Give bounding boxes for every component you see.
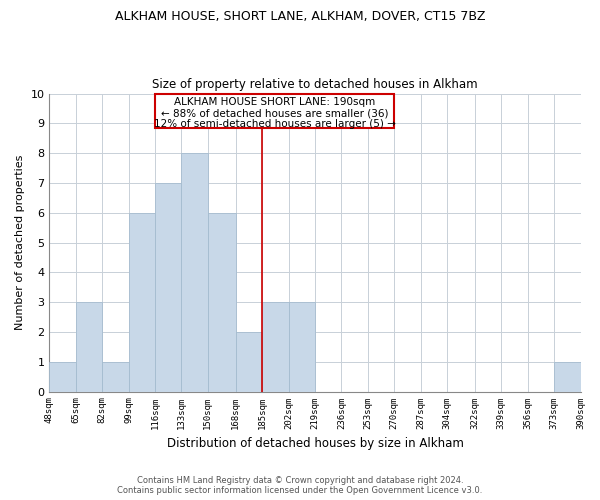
Bar [181,153,208,392]
Text: ALKHAM HOUSE SHORT LANE: 190sqm: ALKHAM HOUSE SHORT LANE: 190sqm [174,97,375,107]
Bar [76,302,102,392]
Text: Contains HM Land Registry data © Crown copyright and database right 2024.
Contai: Contains HM Land Registry data © Crown c… [118,476,482,495]
Y-axis label: Number of detached properties: Number of detached properties [15,155,25,330]
Bar [554,362,581,392]
Bar [128,213,155,392]
Title: Size of property relative to detached houses in Alkham: Size of property relative to detached ho… [152,78,478,91]
Text: ← 88% of detached houses are smaller (36): ← 88% of detached houses are smaller (36… [161,108,388,118]
Bar [102,362,128,392]
Bar [262,302,289,392]
X-axis label: Distribution of detached houses by size in Alkham: Distribution of detached houses by size … [167,437,463,450]
Bar [208,213,236,392]
Text: 12% of semi-detached houses are larger (5) →: 12% of semi-detached houses are larger (… [154,119,395,129]
FancyBboxPatch shape [155,94,394,128]
Bar [236,332,262,392]
Text: ALKHAM HOUSE, SHORT LANE, ALKHAM, DOVER, CT15 7BZ: ALKHAM HOUSE, SHORT LANE, ALKHAM, DOVER,… [115,10,485,23]
Bar [289,302,315,392]
Bar [155,183,181,392]
Bar [49,362,76,392]
